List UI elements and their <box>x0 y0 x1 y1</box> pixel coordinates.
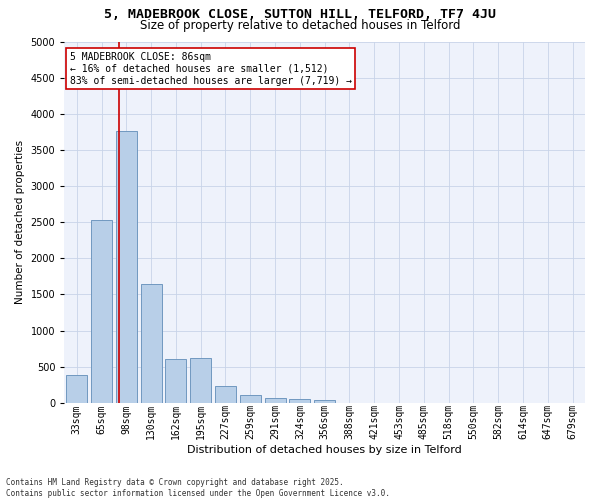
Bar <box>314 400 335 403</box>
Bar <box>215 386 236 403</box>
Bar <box>66 376 87 403</box>
Bar <box>289 399 310 403</box>
Text: 5 MADEBROOK CLOSE: 86sqm
← 16% of detached houses are smaller (1,512)
83% of sem: 5 MADEBROOK CLOSE: 86sqm ← 16% of detach… <box>70 52 352 86</box>
Bar <box>116 131 137 403</box>
Y-axis label: Number of detached properties: Number of detached properties <box>15 140 25 304</box>
Bar <box>140 284 161 403</box>
Bar <box>190 358 211 403</box>
Bar <box>91 220 112 403</box>
Text: Contains HM Land Registry data © Crown copyright and database right 2025.
Contai: Contains HM Land Registry data © Crown c… <box>6 478 390 498</box>
Bar <box>265 398 286 403</box>
Text: Size of property relative to detached houses in Telford: Size of property relative to detached ho… <box>140 19 460 32</box>
X-axis label: Distribution of detached houses by size in Telford: Distribution of detached houses by size … <box>187 445 462 455</box>
Bar <box>240 395 261 403</box>
Text: 5, MADEBROOK CLOSE, SUTTON HILL, TELFORD, TF7 4JU: 5, MADEBROOK CLOSE, SUTTON HILL, TELFORD… <box>104 8 496 20</box>
Bar <box>166 360 187 403</box>
